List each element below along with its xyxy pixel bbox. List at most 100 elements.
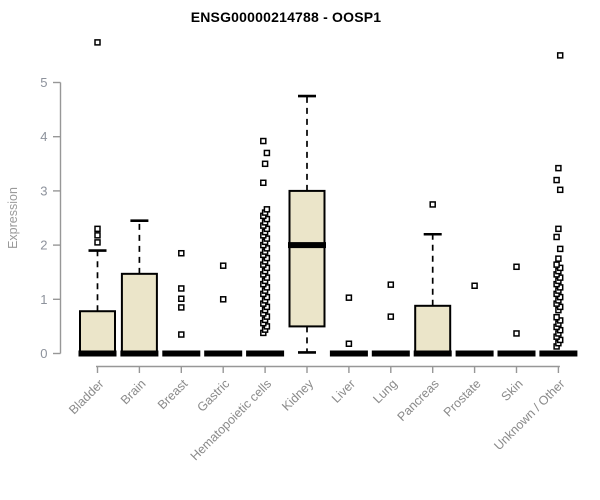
- outlier-point: [556, 303, 564, 311]
- outlier-point: [263, 323, 271, 330]
- x-tick-label: Lung: [370, 377, 400, 407]
- outlier-point: [429, 201, 436, 208]
- x-tick-label: Breast: [155, 376, 191, 412]
- outlier-point: [263, 245, 271, 252]
- outlier-point: [178, 295, 185, 303]
- x-tick-label: Brain: [118, 377, 149, 408]
- box-group-breast: [162, 249, 201, 357]
- outlier-point: [263, 313, 271, 320]
- outlier-point: [260, 137, 267, 145]
- x-tick-label: Hematopoietic cells: [188, 377, 275, 464]
- outlier-point: [345, 294, 353, 301]
- y-tick-label: 2: [40, 238, 47, 253]
- outlier-point: [263, 215, 271, 223]
- outlier-point: [555, 255, 562, 262]
- x-tick-label: Bladder: [66, 377, 106, 417]
- outlier-point: [219, 262, 227, 269]
- outlier-point: [94, 225, 101, 233]
- outlier-point: [94, 39, 101, 46]
- outlier-point: [263, 149, 271, 157]
- median-bar: [246, 350, 285, 357]
- outlier-point: [471, 282, 478, 289]
- median-bar: [413, 350, 452, 357]
- outlier-point: [553, 313, 560, 321]
- outlier-point: [260, 179, 267, 187]
- median-bar: [288, 242, 326, 249]
- x-tick-label: Unknown / Other: [491, 377, 567, 453]
- outlier-point: [263, 235, 271, 242]
- y-tick-label: 1: [40, 292, 47, 307]
- y-tick-label: 4: [40, 129, 47, 144]
- x-tick-label: Prostate: [441, 377, 484, 420]
- outlier-point: [178, 304, 185, 311]
- chart-title: ENSG00000214788 - OOSP1: [190, 9, 382, 25]
- outlier-point: [556, 317, 564, 324]
- y-tick-label: 3: [40, 183, 47, 198]
- box-group-unknown-other: [539, 52, 578, 357]
- iqr-box: [120, 272, 158, 355]
- outlier-point: [263, 225, 271, 233]
- x-tick-label: Gastric: [194, 377, 232, 415]
- outlier-point: [555, 164, 562, 172]
- y-tick-label: 0: [40, 346, 47, 361]
- median-bar: [120, 350, 159, 357]
- median-bar: [371, 350, 410, 357]
- outlier-point: [178, 331, 185, 338]
- median-bar: [329, 350, 368, 357]
- box-group-brain: [120, 219, 159, 357]
- iqr-box: [79, 310, 116, 355]
- median-bar: [455, 350, 494, 357]
- outlier-point: [94, 232, 101, 239]
- outlier-point: [387, 313, 395, 320]
- y-axis-label: Expression: [6, 187, 20, 249]
- outlier-point: [261, 160, 269, 168]
- outlier-point: [345, 340, 353, 347]
- outlier-point: [178, 285, 185, 292]
- outlier-point: [556, 186, 564, 194]
- outlier-point: [263, 264, 271, 272]
- box-group-lung: [371, 281, 410, 357]
- x-tick-label: Liver: [329, 377, 358, 406]
- outlier-point: [556, 336, 564, 344]
- outlier-point: [556, 274, 564, 281]
- median-bar: [204, 350, 243, 357]
- y-tick-label: 5: [40, 75, 47, 90]
- outlier-point: [263, 206, 271, 213]
- outlier-point: [263, 284, 271, 291]
- box-group-bladder: [78, 39, 117, 357]
- outlier-point: [263, 293, 271, 301]
- iqr-box: [414, 304, 452, 355]
- outlier-point: [556, 326, 564, 334]
- outlier-point: [513, 330, 520, 337]
- outlier-point: [219, 296, 227, 303]
- box-group-liver: [329, 294, 368, 357]
- outlier-point: [553, 233, 560, 241]
- box-group-kidney: [288, 94, 326, 354]
- outlier-point: [387, 281, 395, 288]
- median-bar: [162, 350, 201, 357]
- outlier-point: [553, 176, 560, 184]
- box-group-skin: [497, 263, 536, 357]
- box-group-pancreas: [413, 201, 452, 357]
- box-group-hematopoietic-cells: [246, 137, 285, 357]
- box-group-gastric: [204, 262, 243, 357]
- median-bar: [539, 350, 578, 357]
- x-tick-label: Kidney: [279, 376, 316, 413]
- outlier-point: [555, 225, 562, 233]
- median-bar: [78, 350, 117, 357]
- outlier-point: [513, 263, 520, 271]
- x-tick-label: Skin: [499, 377, 526, 404]
- median-bar: [497, 350, 536, 357]
- x-tick-label: Pancreas: [395, 377, 442, 424]
- outlier-point: [263, 274, 271, 281]
- outlier-point: [556, 52, 564, 59]
- outlier-point: [556, 245, 564, 253]
- outlier-point: [556, 264, 564, 272]
- outlier-point: [94, 239, 101, 246]
- outlier-point: [553, 261, 560, 268]
- outlier-point: [556, 293, 564, 301]
- box-group-prostate: [455, 282, 494, 357]
- outlier-point: [263, 254, 271, 262]
